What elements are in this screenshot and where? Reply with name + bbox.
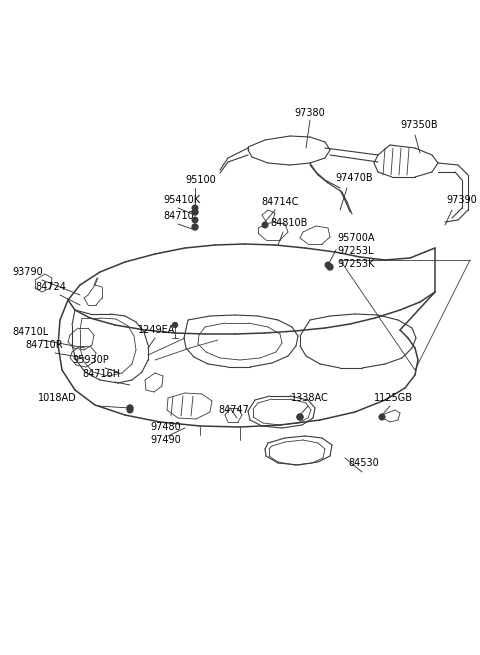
Text: 97480: 97480 <box>150 422 181 432</box>
Text: 97253K: 97253K <box>337 259 374 269</box>
Text: 1249EA: 1249EA <box>138 325 175 335</box>
Circle shape <box>192 205 198 211</box>
Circle shape <box>379 414 385 420</box>
Text: 1018AD: 1018AD <box>38 393 77 403</box>
Text: 97350B: 97350B <box>400 120 438 130</box>
Text: 84710L: 84710L <box>12 327 48 337</box>
Circle shape <box>192 217 198 223</box>
Text: 84716H: 84716H <box>82 369 120 379</box>
Text: 84714C: 84714C <box>261 197 299 207</box>
Text: 97390: 97390 <box>446 195 477 205</box>
Text: 84710: 84710 <box>163 211 194 221</box>
Circle shape <box>325 262 331 268</box>
Circle shape <box>297 414 303 420</box>
Text: 84710R: 84710R <box>25 340 62 350</box>
Circle shape <box>380 415 384 419</box>
Text: 1338AC: 1338AC <box>291 393 329 403</box>
Circle shape <box>297 414 303 420</box>
Text: 95930P: 95930P <box>72 355 109 365</box>
Text: 95100: 95100 <box>185 175 216 185</box>
Text: 1125GB: 1125GB <box>374 393 413 403</box>
Text: 97490: 97490 <box>150 435 181 445</box>
Text: 97470B: 97470B <box>335 173 372 183</box>
Text: 84724: 84724 <box>35 282 66 292</box>
Circle shape <box>127 405 133 411</box>
Text: 95410K: 95410K <box>163 195 200 205</box>
Text: 95700A: 95700A <box>337 233 374 243</box>
Text: 84747: 84747 <box>218 405 249 415</box>
Text: 93790: 93790 <box>12 267 43 277</box>
Circle shape <box>172 322 178 328</box>
Text: 97253L: 97253L <box>337 246 373 256</box>
Circle shape <box>262 222 268 228</box>
Circle shape <box>127 407 133 413</box>
Text: 84810B: 84810B <box>270 218 307 228</box>
Circle shape <box>327 264 333 270</box>
Circle shape <box>192 209 198 215</box>
Text: 97380: 97380 <box>295 108 325 118</box>
Circle shape <box>192 224 198 230</box>
Text: 84530: 84530 <box>348 458 379 468</box>
